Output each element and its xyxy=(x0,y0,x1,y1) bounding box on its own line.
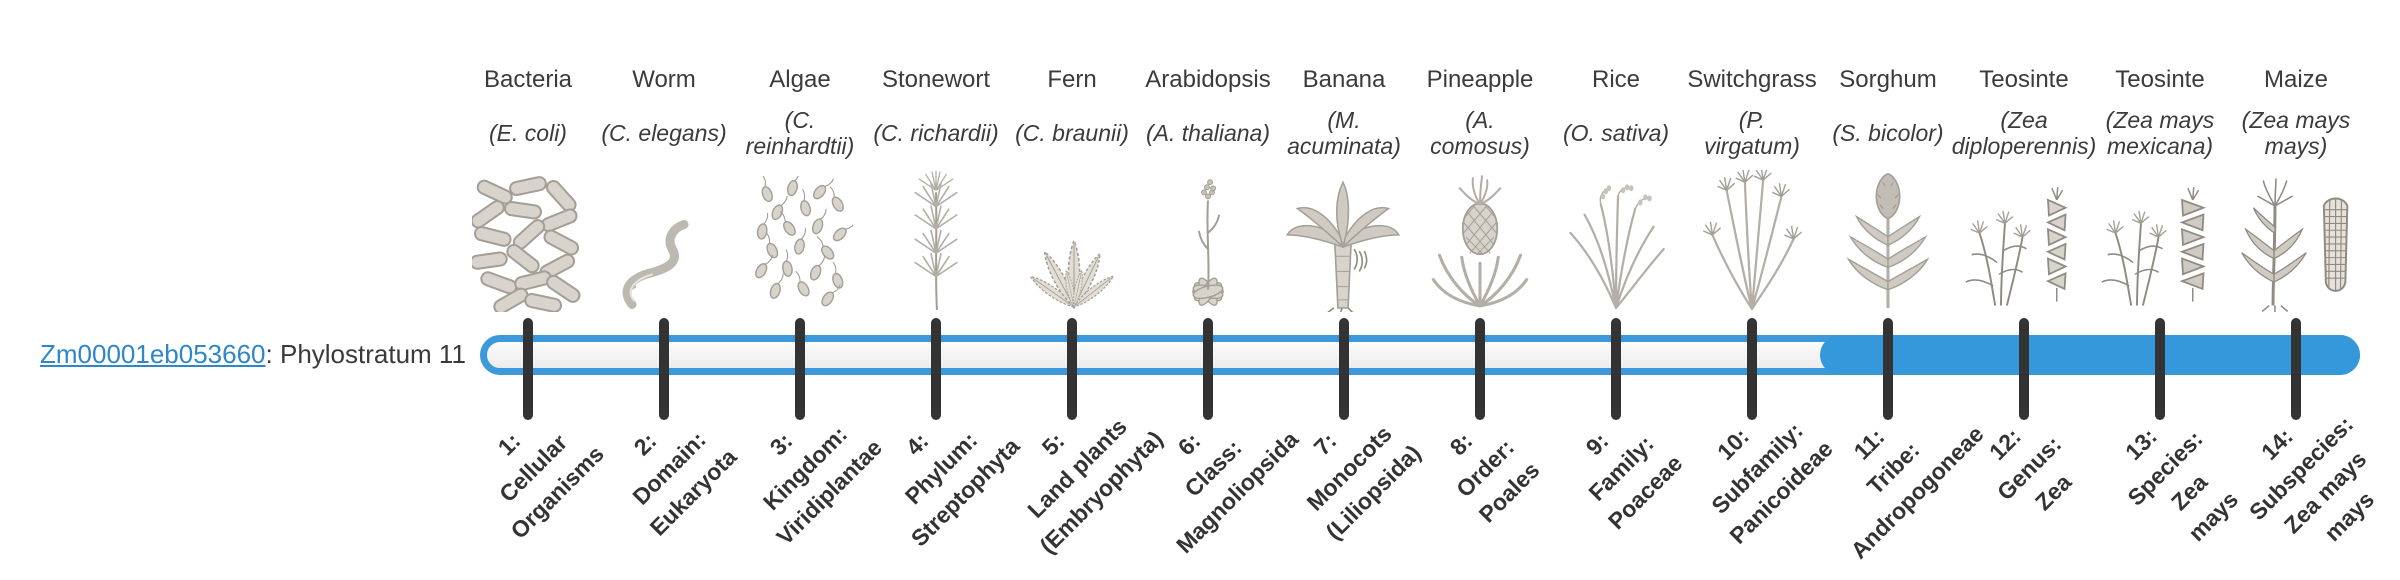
stratum-label: 14: Subspecies: Zea mays mays xyxy=(2243,410,2380,547)
banana-icon xyxy=(1274,172,1414,312)
organism-common-name: Stonewort xyxy=(881,66,991,93)
organism-label: Banana (M. acuminata) xyxy=(1264,66,1424,164)
organism-label: Pineapple (A. comosus) xyxy=(1400,66,1560,164)
teosinte-diploperennis-icon xyxy=(1954,172,2094,312)
gene-label: Zm00001eb053660: Phylostratum 11 xyxy=(40,338,466,370)
stratum-tick xyxy=(1883,318,1893,420)
stratum-label: 3: Kingdom: Viridiplantae xyxy=(757,420,887,550)
organism-common-name: Worm xyxy=(632,66,696,93)
organism-label: Worm (C. elegans) xyxy=(584,66,744,164)
stratum-label: 8: Order: Poales xyxy=(1444,427,1545,528)
stonewort-icon xyxy=(866,170,1006,312)
phylostratum-fill xyxy=(1820,335,2360,375)
stratum-tick xyxy=(795,318,805,420)
organism-species-name: (S. bicolor) xyxy=(1832,120,1944,146)
organism-species-name: (Zea mays mexicana) xyxy=(2105,107,2215,159)
switchgrass-icon xyxy=(1682,170,1822,312)
organism-label: Rice (O. sativa) xyxy=(1536,66,1696,164)
organism-common-name: Sorghum xyxy=(1839,66,1937,93)
organism-species-name: (C. braunii) xyxy=(1015,120,1129,146)
organism-label: Bacteria (E. coli) xyxy=(448,66,608,164)
stratum-label: 2: Domain: Eukaryota xyxy=(627,426,742,541)
stratum-tick xyxy=(931,318,941,420)
stratum-label: 11: Tribe: Andropogoneae xyxy=(1845,420,1989,564)
stratum-tick xyxy=(659,318,669,420)
organism-label: Arabidopsis (A. thaliana) xyxy=(1128,66,1288,164)
organism-species-name: (C. elegans) xyxy=(601,120,727,146)
organism-species-name: (Zea mays mays) xyxy=(2241,107,2351,159)
organism-label: Algae (C. reinhardtii) xyxy=(720,66,880,164)
organism-species-name: (E. coli) xyxy=(489,120,567,146)
sorghum-icon xyxy=(1818,172,1958,312)
stratum-tick xyxy=(1747,318,1757,420)
stratum-tick xyxy=(1339,318,1349,420)
stratum-tick xyxy=(1203,318,1213,420)
stratum-tick xyxy=(523,318,533,420)
stratum-tick xyxy=(1067,318,1077,420)
bacteria-icon xyxy=(458,172,598,312)
fern-icon xyxy=(1002,172,1142,312)
teosinte-mexicana-icon xyxy=(2090,172,2230,312)
stratum-label: 12: Genus: Zea xyxy=(1984,423,2077,516)
organism-label: Teosinte (Zea mays mexicana) xyxy=(2080,66,2240,164)
organism-label: Stonewort (C. richardii) xyxy=(856,66,1016,164)
stratum-label: 10: Subfamily: Panicoideae xyxy=(1706,417,1838,549)
organism-common-name: Pineapple xyxy=(1426,66,1534,93)
organism-species-name: (A. comosus) xyxy=(1430,107,1530,159)
stratum-tick xyxy=(1611,318,1621,420)
organism-species-name: (A. thaliana) xyxy=(1145,120,1270,146)
arabidopsis-icon xyxy=(1138,172,1278,312)
stratum-label: 9: Family: Poaceae xyxy=(1580,427,1688,535)
organism-common-name: Switchgrass xyxy=(1687,66,1817,93)
algae-icon xyxy=(730,172,870,312)
organism-label: Fern (C. braunii) xyxy=(992,66,1152,164)
rice-icon xyxy=(1546,172,1686,312)
stratum-label: 7: Monocots (Liliopsida) xyxy=(1301,420,1426,545)
organism-species-name: (C. reinhardtii) xyxy=(745,107,855,159)
organism-label: Switchgrass (P. virgatum) xyxy=(1672,66,1832,164)
organism-species-name: (M. acuminata) xyxy=(1287,107,1401,159)
organism-common-name: Bacteria xyxy=(483,66,573,93)
organism-label: Maize (Zea mays mays) xyxy=(2216,66,2376,164)
stratum-tick xyxy=(2155,318,2165,420)
organism-common-name: Teosinte xyxy=(2115,66,2205,93)
stratum-tick xyxy=(1475,318,1485,420)
stratum-label: 1: Cellular Organisms xyxy=(492,427,609,544)
organism-species-name: (Zea diploperennis) xyxy=(1951,107,2097,159)
gene-id-link[interactable]: Zm00001eb053660 xyxy=(40,339,266,369)
organism-species-name: (C. richardii) xyxy=(873,120,999,146)
stratum-label: 4: Phylum: Streptophyta xyxy=(899,426,1025,552)
organism-species-name: (O. sativa) xyxy=(1562,120,1670,146)
organism-common-name: Rice xyxy=(1591,66,1640,93)
organism-species-name: (P. virgatum) xyxy=(1704,107,1800,159)
stratum-tick xyxy=(2019,318,2029,420)
organism-common-name: Algae xyxy=(769,66,831,93)
pineapple-icon xyxy=(1410,172,1550,312)
gene-phylostratum-text: : Phylostratum 11 xyxy=(265,339,466,369)
organism-label: Sorghum (S. bicolor) xyxy=(1808,66,1968,164)
organism-common-name: Fern xyxy=(1047,66,1097,93)
organism-common-name: Arabidopsis xyxy=(1145,66,1271,93)
stratum-tick xyxy=(2291,318,2301,420)
maize-icon xyxy=(2226,172,2366,312)
organism-common-name: Banana xyxy=(1302,66,1386,93)
organism-label: Teosinte (Zea diploperennis) xyxy=(1944,66,2104,164)
organism-common-name: Maize xyxy=(2263,66,2329,93)
worm-icon xyxy=(594,172,734,312)
organism-common-name: Teosinte xyxy=(1979,66,2069,93)
